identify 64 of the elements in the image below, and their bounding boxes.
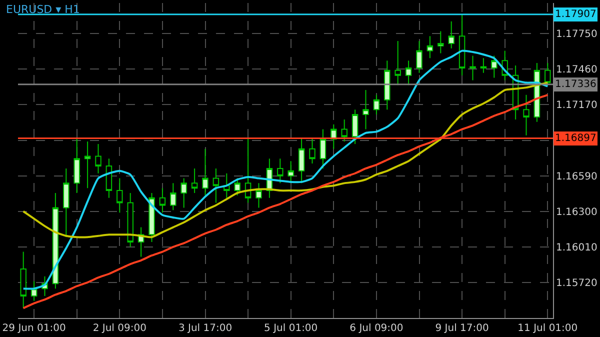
candlestick (234, 178, 240, 196)
candlestick (74, 138, 80, 194)
y-tick-label: 1.16010 (556, 242, 598, 254)
candlestick (244, 138, 252, 204)
candlestick (384, 60, 390, 110)
candlestick (320, 128, 326, 169)
x-tick-label: 2 Jul 09:00 (92, 323, 146, 334)
candlestick (288, 160, 294, 184)
y-tick-label: 1.17460 (556, 64, 598, 76)
candlestick (438, 30, 444, 54)
candlestick (523, 94, 530, 136)
y-tick-label: 1.16300 (556, 206, 598, 218)
candlestick (30, 280, 38, 302)
x-tick-label: 29 Jun 01:00 (2, 323, 66, 334)
candlestick (148, 192, 155, 243)
candlestick (95, 143, 102, 174)
candlestick (373, 94, 380, 116)
candlestick (256, 182, 262, 208)
candlestick (405, 60, 412, 86)
y-tick-label: 1.17170 (556, 100, 598, 112)
candlestick (458, 14, 466, 76)
line-series (22, 94, 549, 310)
candlestick (352, 109, 358, 144)
candlestick (84, 141, 91, 189)
candlestick (362, 90, 369, 130)
y-tick-label: 1.17750 (556, 29, 598, 40)
candlestick (426, 36, 434, 59)
candlestick (491, 55, 498, 78)
line-series (22, 50, 549, 290)
candlestick (470, 55, 476, 81)
candlestick (277, 158, 284, 184)
candlestick (394, 40, 401, 86)
candlestick (106, 158, 112, 198)
candlestick (127, 192, 134, 248)
candlestick (170, 182, 176, 211)
x-tick-label: 3 Jul 17:00 (178, 323, 232, 334)
candlestick (309, 138, 316, 164)
candlestick (448, 20, 454, 49)
x-tick-label: 11 Jul 01:00 (518, 323, 578, 334)
candlestick (20, 251, 26, 309)
candlestick (180, 178, 187, 208)
candlestick (202, 148, 208, 196)
ref-line-label: 1.17907 (555, 9, 596, 20)
ref-line-label: 1.16897 (555, 133, 596, 144)
x-tick-label: 6 Jul 09:00 (350, 323, 404, 334)
candlestick (212, 168, 220, 204)
ref-line-label: 1.17336 (555, 79, 596, 90)
x-tick-label: 9 Jul 17:00 (435, 323, 489, 334)
chart-title: EURUSD ▾ H1 (6, 2, 80, 16)
y-tick-label: 1.16590 (556, 171, 598, 182)
y-tick-label: 1.15720 (556, 278, 598, 289)
candlestick (298, 138, 305, 184)
candlestick (191, 168, 198, 194)
candlestick (52, 192, 59, 290)
candlestick (159, 188, 166, 214)
candlestick (544, 62, 551, 86)
candlestick (480, 58, 487, 74)
x-tick-label: 5 Jul 01:00 (264, 323, 318, 334)
candlestick (116, 178, 123, 214)
candlestick (416, 40, 422, 74)
line-series (22, 82, 549, 238)
candlestick (341, 118, 348, 142)
candlestick (224, 172, 230, 198)
candlestick (63, 168, 70, 238)
